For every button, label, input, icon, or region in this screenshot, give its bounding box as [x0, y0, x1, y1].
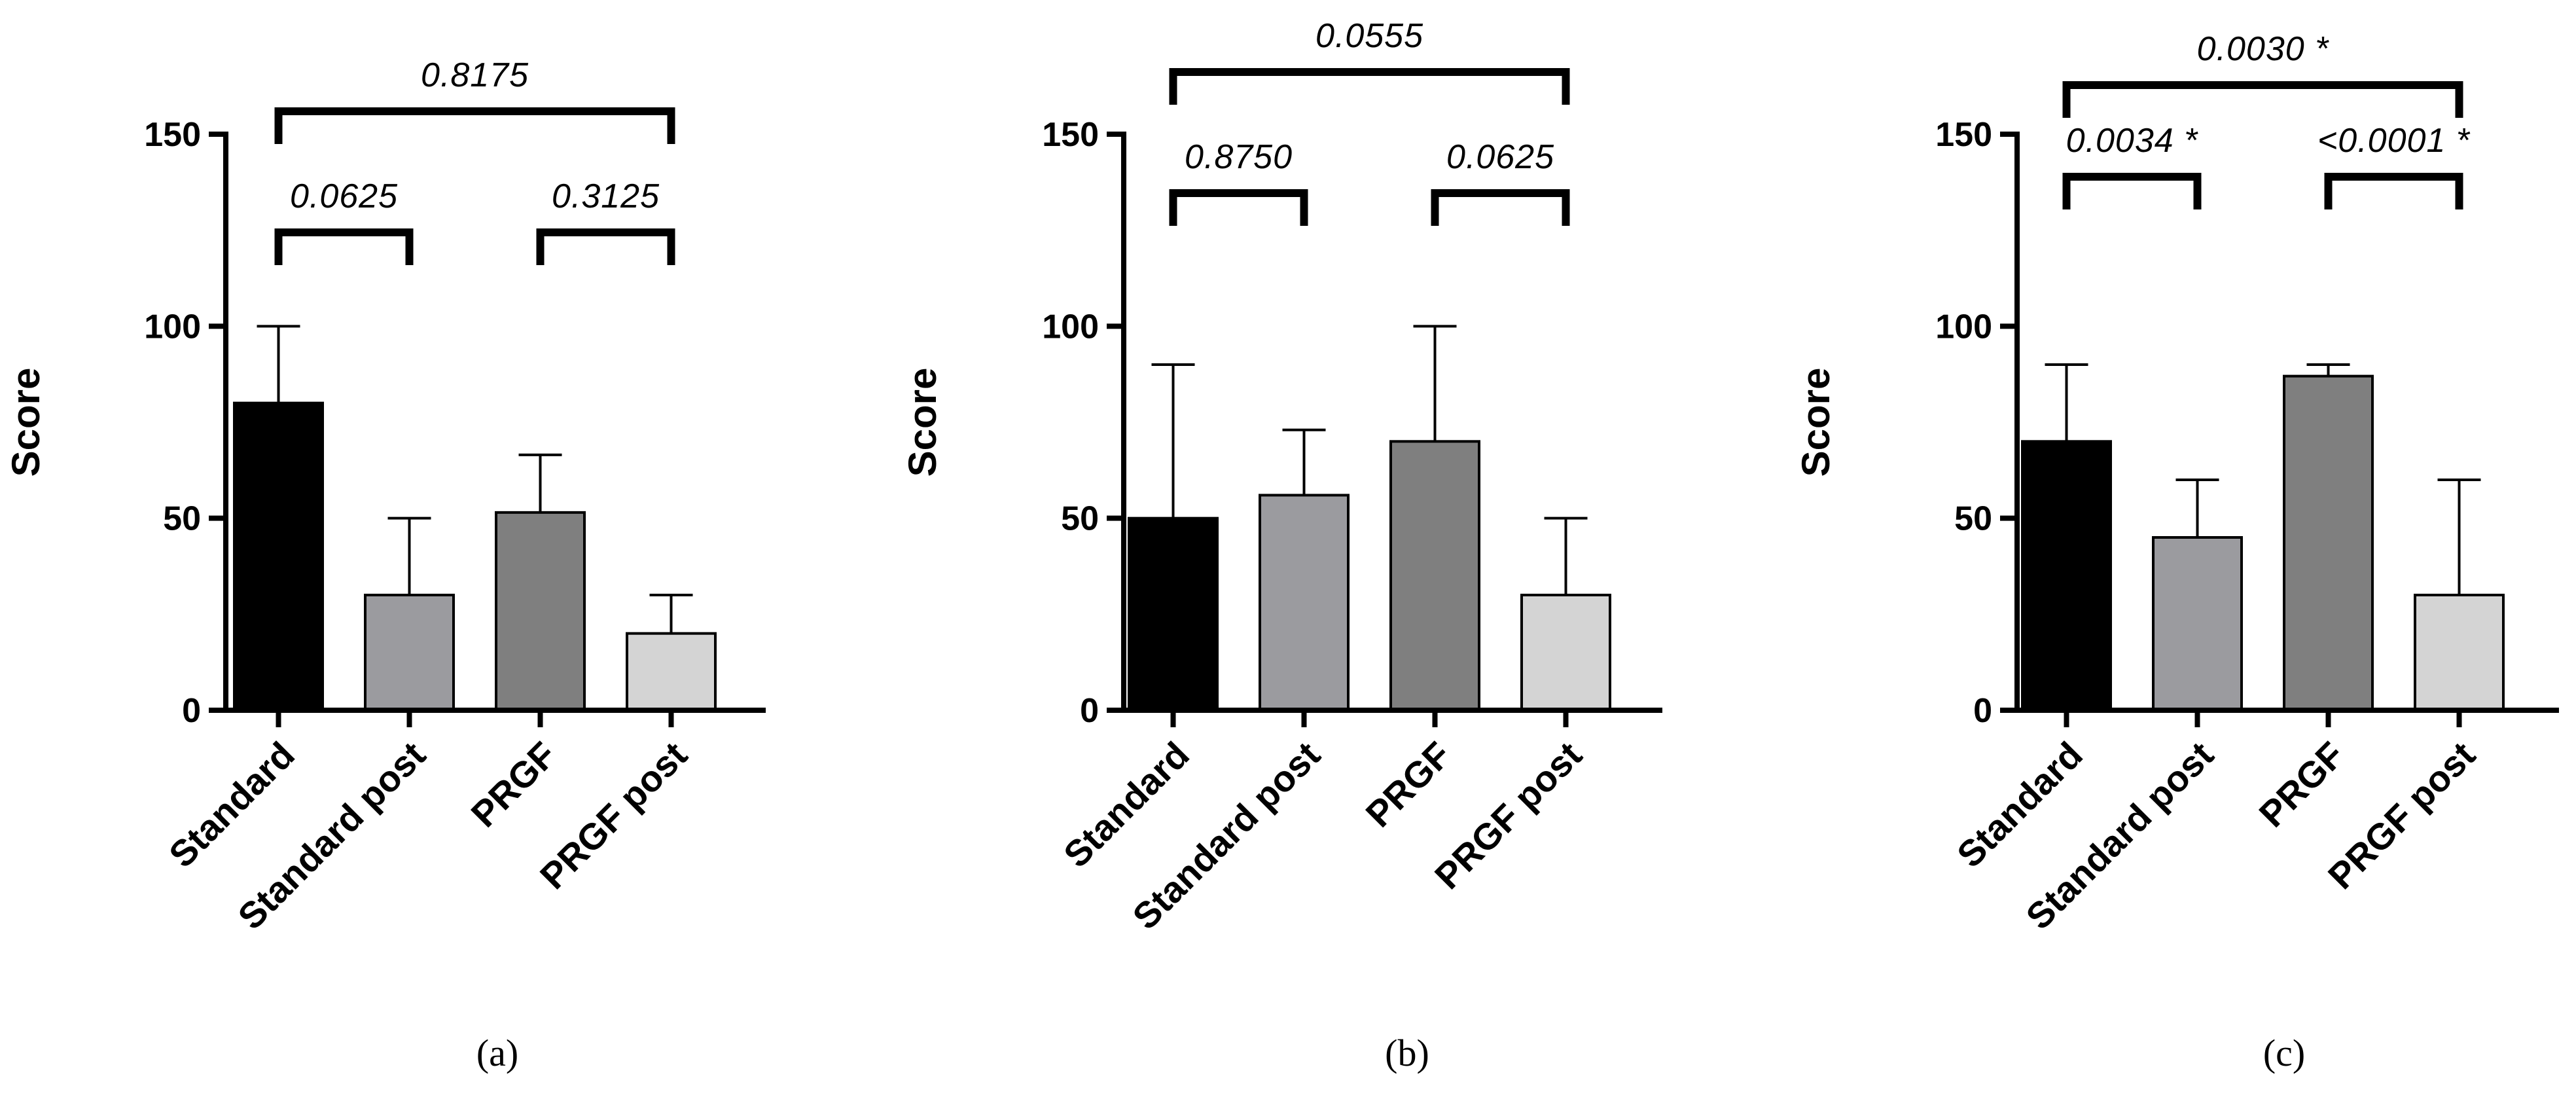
y-tick-label: 0 [1973, 692, 1992, 730]
p-value-label: 0.0625 [1446, 138, 1554, 176]
category-label: Standard [161, 734, 302, 875]
p-value-label: 0.8750 [1185, 138, 1293, 176]
p-value-label: 0.3125 [552, 177, 660, 215]
p-value-label: 0.0030 * [2197, 30, 2329, 68]
y-tick-label: 100 [1042, 308, 1099, 346]
p-value-label: <0.0001 * [2317, 122, 2471, 160]
p-value-label: 0.0555 [1315, 17, 1423, 55]
panel-label: (c) [2263, 1032, 2305, 1074]
category-label: Standard [1056, 734, 1197, 875]
y-tick-label: 50 [1061, 500, 1099, 538]
y-tick-label: 150 [144, 116, 201, 154]
panel-label: (b) [1385, 1032, 1429, 1074]
bar-4 [1520, 594, 1611, 712]
significance-bracket [536, 228, 675, 265]
y-tick-label: 100 [1935, 308, 1992, 346]
significance-bracket [1169, 189, 1308, 226]
significance-bracket [2062, 81, 2463, 118]
p-value-label: 0.0034 * [2066, 122, 2198, 160]
panel-label: (a) [476, 1032, 518, 1074]
y-tick-label: 50 [1954, 500, 1992, 538]
significance-bracket [274, 107, 675, 144]
bar-3 [2283, 374, 2374, 712]
significance-bracket [274, 228, 414, 265]
bar-2 [364, 594, 455, 712]
y-axis-title: Score [1794, 368, 1838, 477]
category-label: Standard [1949, 734, 2090, 875]
bar-4 [2414, 594, 2505, 712]
category-label: PRGF [2251, 734, 2352, 835]
y-tick-label: 0 [182, 692, 201, 730]
bar-3 [495, 511, 586, 712]
y-tick-label: 150 [1042, 116, 1099, 154]
bar-2 [2152, 536, 2243, 712]
y-axis-title: Score [901, 368, 944, 477]
y-tick-label: 100 [144, 308, 201, 346]
p-value-label: 0.8175 [421, 56, 529, 94]
significance-bracket [2324, 173, 2463, 209]
category-label: PRGF [1357, 734, 1459, 835]
bar-1 [1128, 516, 1219, 712]
y-tick-label: 150 [1935, 116, 1992, 154]
y-tick-label: 0 [1080, 692, 1099, 730]
y-axis-title: Score [4, 368, 48, 477]
significance-bracket [1431, 189, 1570, 226]
y-tick-label: 50 [163, 500, 201, 538]
bar-1 [233, 401, 324, 712]
significance-bracket [1169, 68, 1570, 105]
bar-4 [626, 632, 717, 712]
p-value-label: 0.0625 [290, 177, 398, 215]
bar-1 [2021, 440, 2112, 712]
bar-3 [1389, 440, 1480, 712]
significance-bracket [2062, 173, 2202, 209]
bar-2 [1259, 494, 1350, 712]
category-label: PRGF [463, 734, 564, 835]
